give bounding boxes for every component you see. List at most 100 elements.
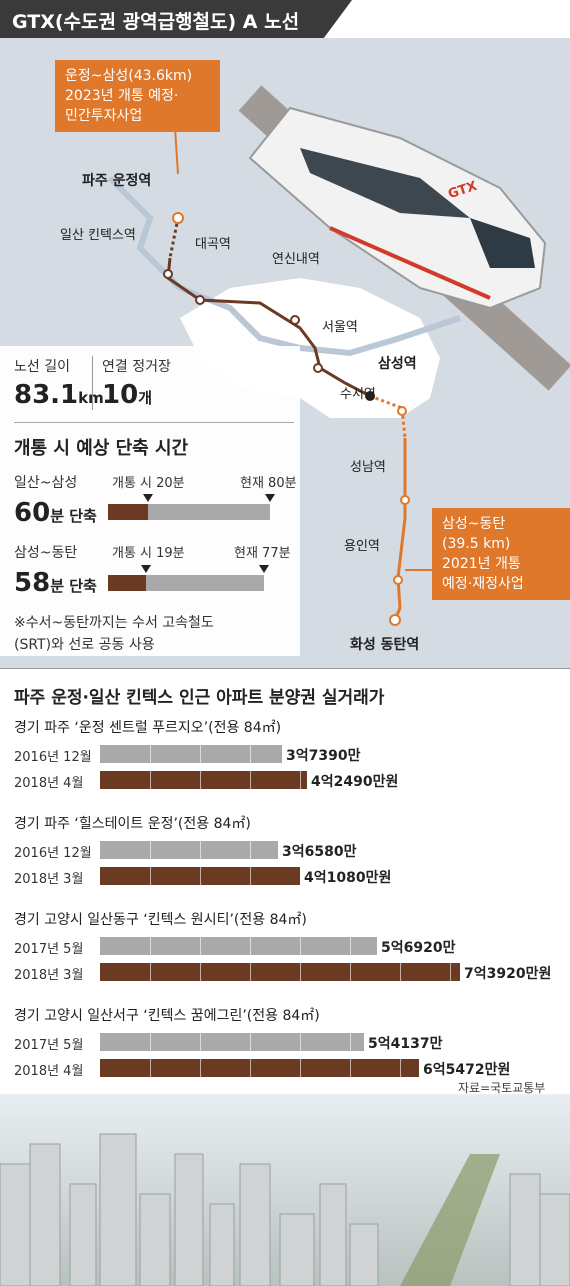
bar-segment-line xyxy=(300,771,301,789)
bar-segment-line xyxy=(350,1033,351,1051)
callout-south-line1: 삼성~동탄 xyxy=(442,516,506,532)
stops-value: 10개 xyxy=(102,380,152,410)
bar-segment-line xyxy=(150,745,151,763)
bar-segment-line xyxy=(200,963,201,981)
building xyxy=(349,1223,379,1286)
page-title: GTX(수도권 광역급행철도) A 노선 xyxy=(12,11,300,33)
row-date: 2018년 4월 xyxy=(14,776,84,791)
route-label-2: 삼성~동탄 xyxy=(14,545,78,561)
route-line-south-dashed xyxy=(369,394,407,439)
station-label-dongtan: 화성 동탄역 xyxy=(350,637,420,653)
source-note: 자료=국토교통부 xyxy=(458,1081,546,1095)
price-value-label: 5억6920만 xyxy=(381,940,456,956)
row-date: 2016년 12월 xyxy=(14,846,92,861)
building xyxy=(139,1193,171,1286)
price-value-label: 4억2490만원 xyxy=(311,774,399,790)
station-dot-seoul xyxy=(313,363,323,373)
stats-divider xyxy=(92,356,93,410)
bar-segment-line xyxy=(250,771,251,789)
bar-segment-line xyxy=(350,937,351,955)
bar-segment-line xyxy=(300,937,301,955)
saving-unit-1: 분 단축 xyxy=(50,507,97,525)
station-label-ilsan: 일산 킨텍스역 xyxy=(60,228,136,243)
stats-separator xyxy=(14,422,294,423)
callout-south-line2: (39.5 km) xyxy=(442,536,511,552)
station-label-yongin: 용인역 xyxy=(344,539,380,554)
bar-segment-line xyxy=(250,1059,251,1077)
price-value-label: 4억1080만원 xyxy=(304,870,392,886)
bar-segment-line xyxy=(150,1059,151,1077)
marker-open-2 xyxy=(141,565,151,573)
row-date: 2017년 5월 xyxy=(14,942,84,957)
train-illustration xyxy=(248,106,547,310)
row-date: 2018년 3월 xyxy=(14,872,84,887)
station-dot-samseong xyxy=(365,391,375,401)
city-photo xyxy=(0,1094,570,1286)
apt-title: 경기 파주 ‘운정 센트럴 푸르지오’(전용 84㎡) xyxy=(14,720,282,736)
price-value-label: 3억6580만 xyxy=(282,844,357,860)
building xyxy=(539,1193,570,1286)
station-dot-yeonsinnae xyxy=(290,315,300,325)
station-dot-yongin xyxy=(393,575,403,585)
stats-panel: 노선 길이 83.1km 연결 정거장 10개 개통 시 예상 단축 시간 일산… xyxy=(0,346,300,656)
bar-segment-line xyxy=(200,745,201,763)
station-label-yeonsinnae: 연신내역 xyxy=(272,252,320,267)
price-bar xyxy=(100,841,278,859)
stops-number: 10 xyxy=(102,380,139,410)
building xyxy=(209,1203,235,1286)
building xyxy=(29,1143,61,1286)
bar-segment-line xyxy=(250,1033,251,1051)
length-value: 83.1km xyxy=(14,380,104,410)
bar-segment-line xyxy=(300,963,301,981)
station-label-samseong: 삼성역 xyxy=(378,356,417,372)
time-bar-now-1 xyxy=(108,504,270,520)
station-label-daegok: 대곡역 xyxy=(195,237,231,252)
header-banner xyxy=(0,0,352,38)
saving-1: 60분 단축 xyxy=(14,498,97,528)
row-date: 2018년 3월 xyxy=(14,968,84,983)
route-line-north-dashed xyxy=(168,217,180,259)
price-value-label: 3억7390만 xyxy=(286,748,361,764)
price-bar xyxy=(100,937,377,955)
length-unit: km xyxy=(78,389,104,407)
route-label-1: 일산~삼성 xyxy=(14,475,78,491)
price-bar xyxy=(100,963,460,981)
building xyxy=(239,1163,271,1286)
now-label-2: 현재 77분 xyxy=(234,546,291,561)
saving-number-1: 60 xyxy=(14,498,51,528)
price-value-label: 6억5472만원 xyxy=(423,1062,511,1078)
bar-segment-line xyxy=(200,1059,201,1077)
bar-segment-line xyxy=(250,867,251,885)
now-label-1: 현재 80분 xyxy=(240,476,297,491)
length-number: 83.1 xyxy=(14,380,79,410)
route-line-north xyxy=(166,257,371,398)
saving-number-2: 58 xyxy=(14,568,51,598)
callout-south: 삼성~동탄 (39.5 km) 2021년 개통 예정·재정사업 xyxy=(432,508,570,600)
marker-now-1 xyxy=(265,494,275,502)
stops-unit: 개 xyxy=(138,389,152,407)
bar-segment-line xyxy=(150,963,151,981)
time-section-title: 개통 시 예상 단축 시간 xyxy=(14,438,189,459)
price-value-label: 7억3920만원 xyxy=(464,966,552,982)
saving-2: 58분 단축 xyxy=(14,568,97,598)
bar-segment-line xyxy=(200,937,201,955)
bar-segment-line xyxy=(150,937,151,955)
building xyxy=(174,1153,204,1286)
bar-segment-line xyxy=(150,867,151,885)
price-bar xyxy=(100,1033,364,1051)
time-bar-now-2 xyxy=(108,575,264,591)
bar-segment-line xyxy=(250,937,251,955)
bar-segment-line xyxy=(200,867,201,885)
station-dot-ilsan xyxy=(163,269,173,279)
station-dot-dongtan xyxy=(389,614,401,626)
price-section: 파주 운정·일산 킨텍스 인근 아파트 분양권 실거래가 경기 파주 ‘운정 센… xyxy=(0,668,570,1095)
station-dot-daegok xyxy=(195,295,205,305)
building xyxy=(69,1183,97,1286)
building xyxy=(509,1173,541,1286)
bar-segment-line xyxy=(300,1059,301,1077)
note-line2: (SRT)와 선로 공동 사용 xyxy=(14,637,155,653)
callout-south-line3: 2021년 개통 xyxy=(442,556,521,572)
bar-segment-line xyxy=(200,1033,201,1051)
bar-segment-line xyxy=(250,841,251,859)
price-bar xyxy=(100,867,300,885)
